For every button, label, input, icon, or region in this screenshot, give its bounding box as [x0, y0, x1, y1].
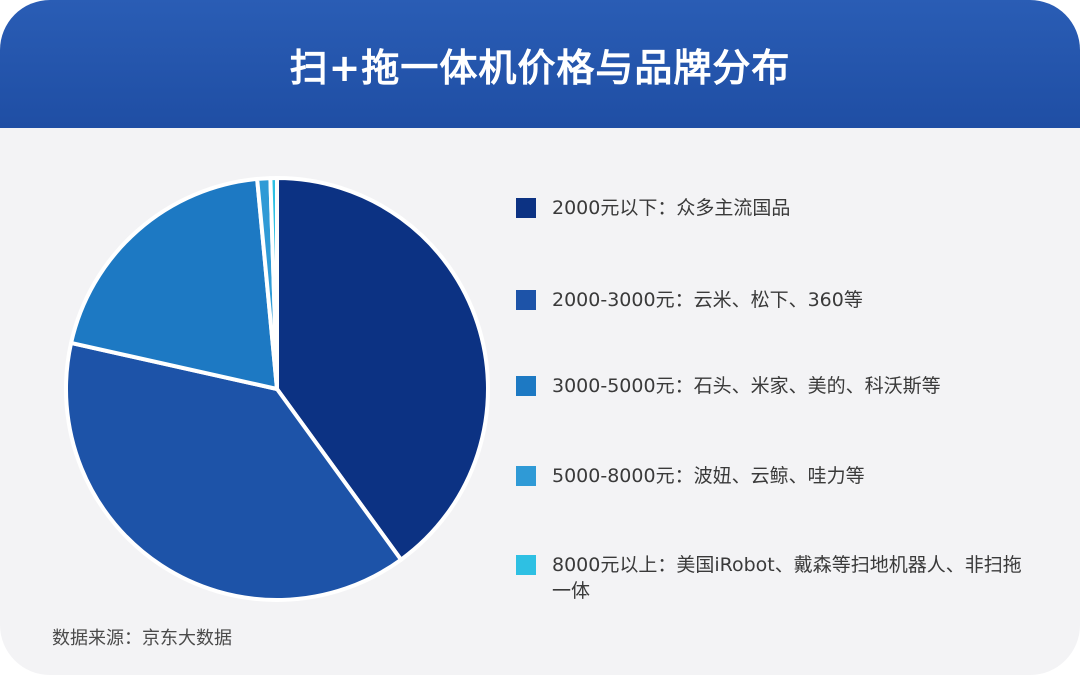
legend-swatch-1: [516, 198, 536, 218]
legend-item-1: 2000元以下：众多主流国品: [516, 195, 1022, 221]
legend-swatch-3: [516, 376, 536, 396]
legend-item-5: 8000元以上：美国iRobot、戴森等扫地机器人、非扫拖一体: [516, 552, 1022, 604]
legend-item-4: 5000-8000元：波妞、云鲸、哇力等: [516, 463, 1022, 489]
header-bar: 扫+拖一体机价格与品牌分布: [0, 0, 1080, 128]
legend-item-2: 2000-3000元：云米、松下、360等: [516, 287, 1022, 313]
pie-slice-2: [64, 340, 404, 602]
pie-chart: [64, 175, 490, 602]
chart-title: 扫+拖一体机价格与品牌分布: [289, 45, 791, 90]
legend-swatch-2: [516, 290, 536, 310]
legend-item-3: 3000-5000元：石头、米家、美的、科沃斯等: [516, 373, 1022, 399]
legend-label-1: 2000元以下：众多主流国品: [552, 197, 791, 219]
legend-label-2: 2000-3000元：云米、松下、360等: [552, 289, 863, 311]
pie-slice-3: [69, 176, 279, 391]
pie-slice-1: [275, 176, 490, 562]
legend-swatch-4: [516, 466, 536, 486]
legend-label-4: 5000-8000元：波妞、云鲸、哇力等: [552, 465, 865, 487]
legend-label-5: 8000元以上：美国iRobot、戴森等扫地机器人、非扫拖一体: [552, 554, 1022, 602]
data-source: 数据来源：京东大数据: [52, 628, 232, 649]
pie-slice-5: [268, 175, 279, 391]
legend-label-3: 3000-5000元：石头、米家、美的、科沃斯等: [552, 375, 941, 397]
legend-swatch-5: [516, 555, 536, 575]
